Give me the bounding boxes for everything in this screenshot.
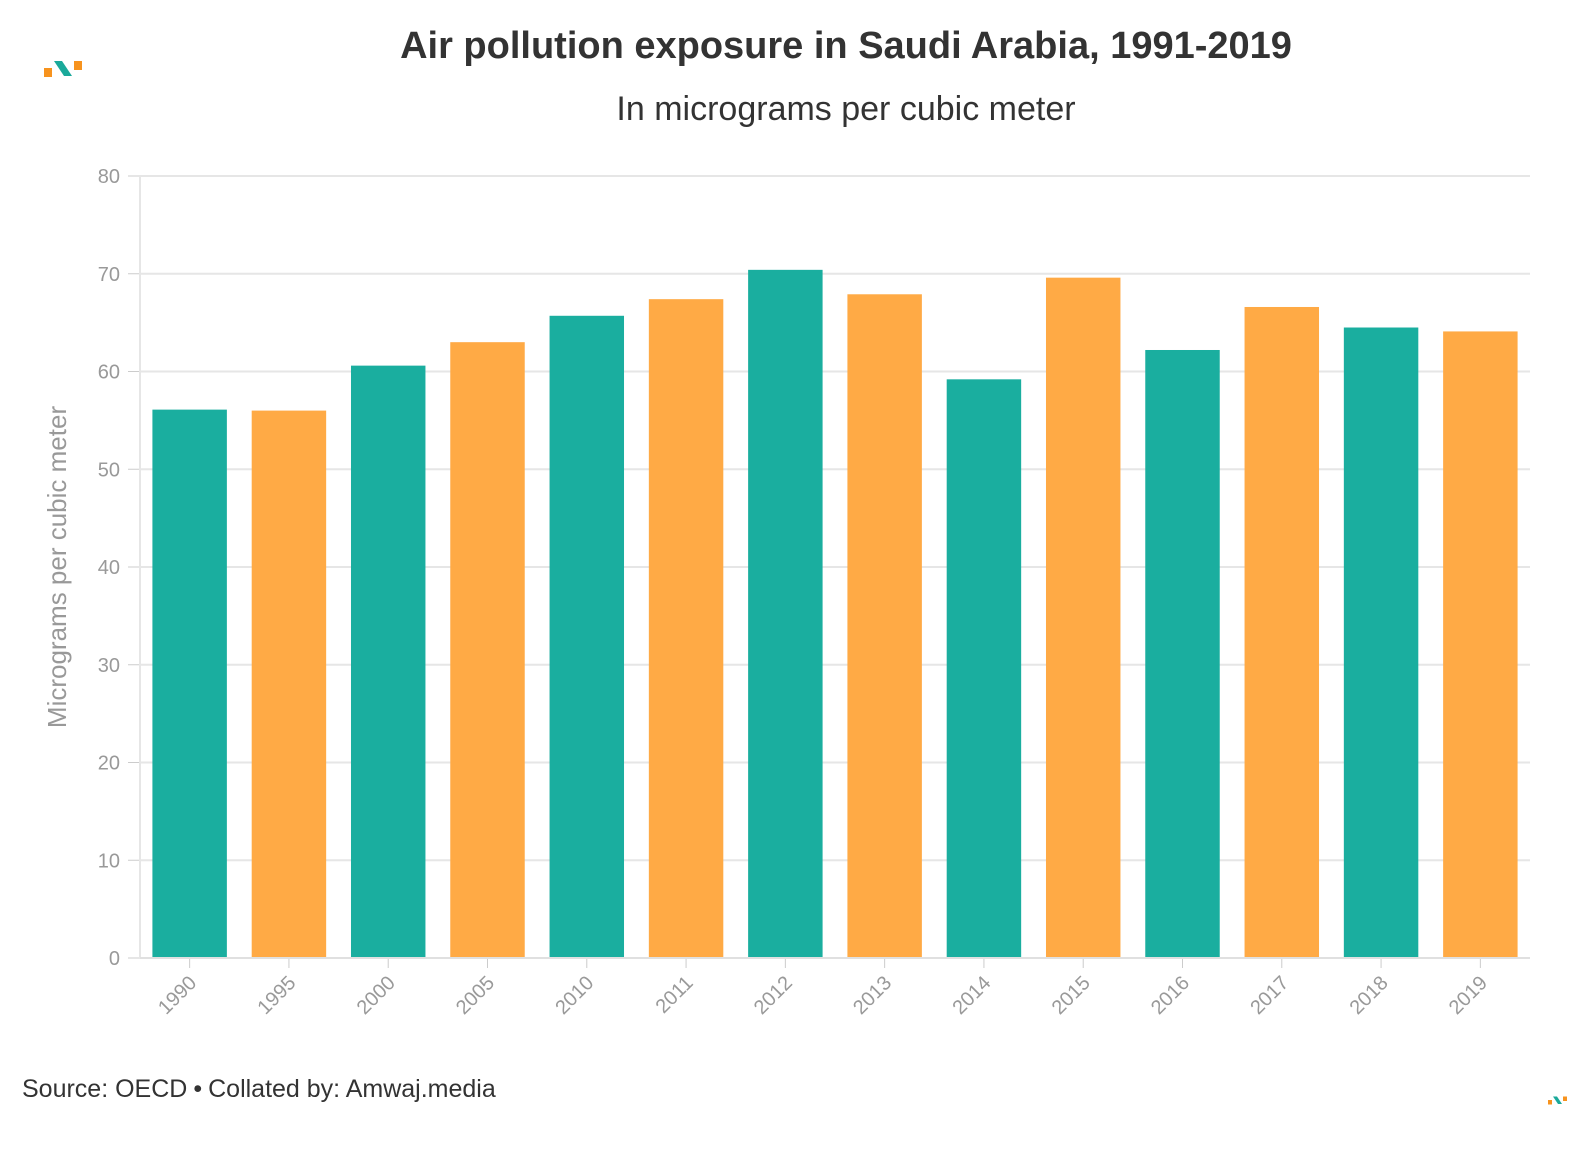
footer-source: Source: OECD • Collated by: Amwaj.media bbox=[22, 1075, 496, 1104]
x-tick-label: 2014 bbox=[948, 972, 995, 1019]
chart-subtitle: In micrograms per cubic meter bbox=[616, 90, 1076, 128]
bar-1995 bbox=[251, 410, 327, 959]
y-tick-label: 0 bbox=[109, 948, 120, 970]
bar-2019 bbox=[1443, 331, 1518, 958]
x-tick-label: 2015 bbox=[1048, 972, 1095, 1019]
x-tick-label: 2005 bbox=[452, 972, 499, 1019]
y-axis-title: Micrograms per cubic meter bbox=[42, 406, 72, 729]
bar-2015 bbox=[1045, 277, 1121, 958]
collated-text: Collated by: Amwaj.media bbox=[208, 1075, 496, 1103]
bar-2010 bbox=[549, 315, 625, 959]
x-tick-label: 2018 bbox=[1346, 972, 1393, 1019]
bar-2017 bbox=[1244, 306, 1320, 958]
y-tick-label: 10 bbox=[98, 850, 120, 872]
bar-2012 bbox=[748, 269, 823, 959]
bar-2016 bbox=[1145, 349, 1220, 958]
bar-chart: 0 10 20 30 40 50 60 70 80 Micrograms per cubic me… bbox=[42, 166, 1530, 1019]
bar-2011 bbox=[648, 299, 724, 958]
bar-2005 bbox=[450, 342, 525, 958]
x-tick-label: 2011 bbox=[652, 972, 698, 1018]
y-tick-label: 30 bbox=[98, 655, 120, 677]
x-tick-label: 2010 bbox=[551, 972, 598, 1019]
y-tick-label: 50 bbox=[98, 459, 120, 481]
source-text: Source: OECD bbox=[22, 1075, 188, 1103]
y-tick-label: 20 bbox=[98, 753, 120, 775]
x-tick-label: 2017 bbox=[1246, 972, 1293, 1019]
x-tick-label: 2012 bbox=[750, 972, 797, 1019]
y-tick-label: 70 bbox=[98, 264, 120, 286]
bar-2013 bbox=[847, 294, 922, 959]
bar-2014 bbox=[946, 379, 1022, 958]
x-tick-label: 2000 bbox=[353, 972, 400, 1019]
x-tick-label: 1990 bbox=[154, 972, 201, 1019]
x-tick-label: 2013 bbox=[849, 972, 896, 1019]
chart-title: Air pollution exposure in Saudi Arabia, … bbox=[400, 25, 1292, 67]
x-tick-label: 2016 bbox=[1147, 972, 1194, 1019]
x-tick-label: 1995 bbox=[253, 972, 300, 1019]
bar-2000 bbox=[350, 365, 426, 958]
footer-separator: • bbox=[193, 1075, 203, 1103]
x-tick-label: 2019 bbox=[1445, 972, 1492, 1019]
bar-1990 bbox=[152, 409, 227, 958]
y-tick-label: 80 bbox=[98, 166, 120, 188]
amwaj-logo-icon bbox=[44, 61, 82, 77]
y-tick-label: 40 bbox=[98, 557, 120, 579]
bar-2018 bbox=[1343, 327, 1419, 958]
y-tick-label: 60 bbox=[98, 362, 120, 384]
amwaj-logo-small-icon bbox=[1548, 1096, 1567, 1105]
